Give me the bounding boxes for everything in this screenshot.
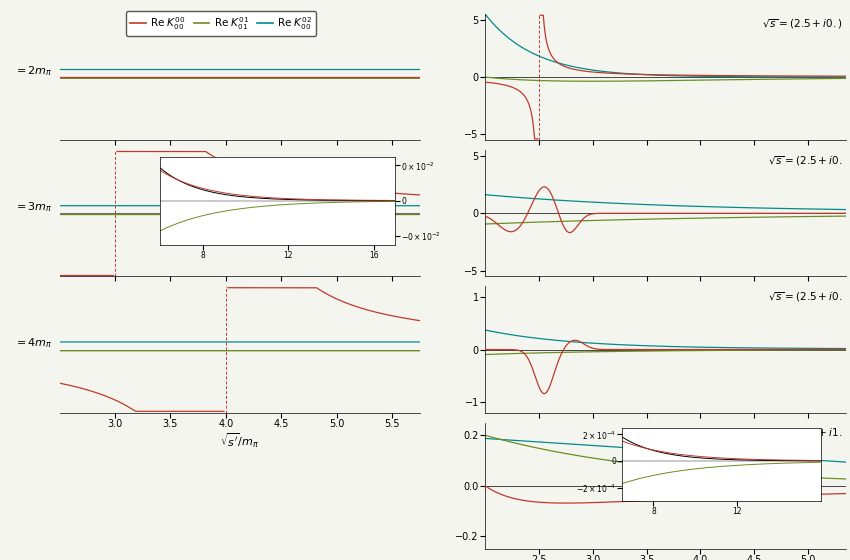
- Legend: Re $K^{00}_{00}$, Re $K^{01}_{01}$, Re $K^{02}_{00}$: Re $K^{00}_{00}$, Re $K^{01}_{01}$, Re $…: [126, 11, 316, 36]
- Text: $= 4m_\pi$: $= 4m_\pi$: [14, 337, 53, 350]
- Text: $\sqrt{s} = (2.5 + i0.$: $\sqrt{s} = (2.5 + i0.$: [768, 290, 842, 304]
- Text: $= 3m_\pi$: $= 3m_\pi$: [14, 200, 53, 214]
- X-axis label: $\sqrt{s'}/m_\pi$: $\sqrt{s'}/m_\pi$: [220, 432, 259, 450]
- Text: $\sqrt{s} = (2.5 + i0.)$: $\sqrt{s} = (2.5 + i0.)$: [762, 18, 842, 31]
- Text: $\sqrt{s} = (2.5 + i1.$: $\sqrt{s} = (2.5 + i1.$: [768, 427, 842, 440]
- Text: $= 2m_\pi$: $= 2m_\pi$: [14, 64, 53, 78]
- Text: $\sqrt{s} = (2.5 + i0.$: $\sqrt{s} = (2.5 + i0.$: [768, 154, 842, 167]
